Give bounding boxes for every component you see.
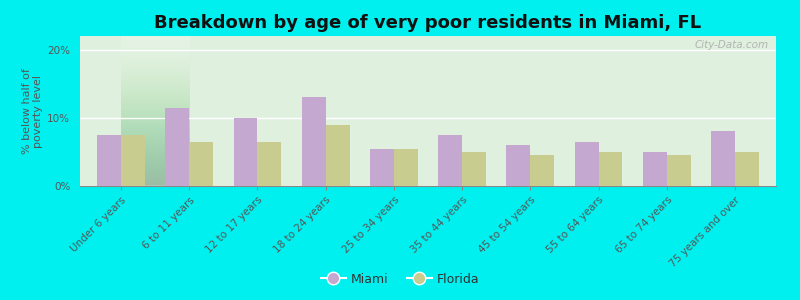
Bar	[598, 152, 622, 186]
Bar	[530, 155, 554, 186]
Bar	[121, 135, 145, 186]
Bar	[189, 142, 213, 186]
Bar	[711, 131, 735, 186]
Bar	[258, 142, 282, 186]
Bar	[370, 148, 394, 186]
Bar	[97, 135, 121, 186]
Bar	[462, 152, 486, 186]
Bar	[394, 148, 418, 186]
Bar	[574, 142, 598, 186]
Bar	[643, 152, 667, 186]
Bar	[234, 118, 258, 186]
Bar	[667, 155, 690, 186]
Bar	[506, 145, 530, 186]
Bar	[326, 124, 350, 186]
Text: City-Data.com: City-Data.com	[695, 40, 769, 50]
Bar	[302, 98, 326, 186]
Y-axis label: % below half of
poverty level: % below half of poverty level	[22, 68, 43, 154]
Bar	[735, 152, 759, 186]
Title: Breakdown by age of very poor residents in Miami, FL: Breakdown by age of very poor residents …	[154, 14, 702, 32]
Bar	[166, 108, 189, 186]
Bar	[438, 135, 462, 186]
Legend: Miami, Florida: Miami, Florida	[315, 268, 485, 291]
